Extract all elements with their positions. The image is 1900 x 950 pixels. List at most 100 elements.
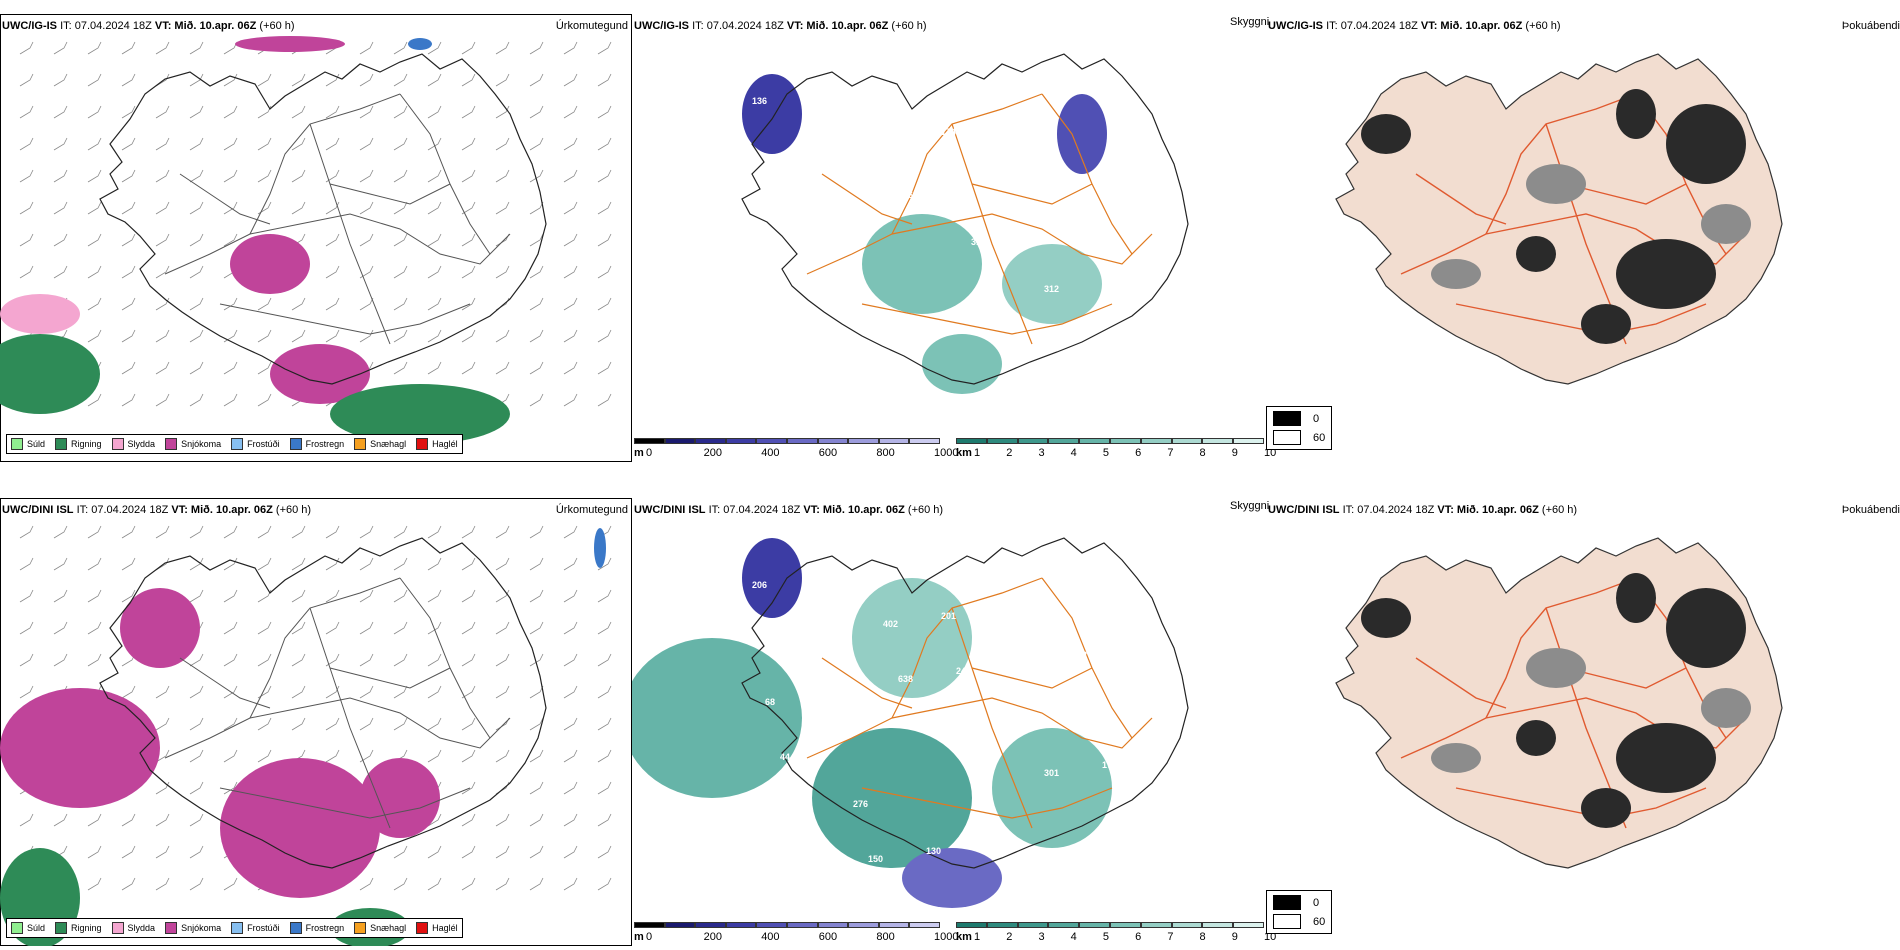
wind-barb [189,361,204,375]
fog-field [1361,89,1751,344]
wind-barb [53,589,68,603]
colorbar-segment [695,438,726,444]
iceland-outline-group [99,537,547,869]
fog-legend-swatch [1273,895,1301,910]
wind-barb [461,361,476,375]
wind-barb [87,105,102,119]
road-line [179,173,271,225]
colorbar-tick-label: 10 [1264,447,1277,459]
wind-barb [393,685,408,699]
wind-barb [427,877,442,891]
wind-barb [359,201,374,215]
wind-barb [563,201,578,215]
visibility-value-label: 130 [926,846,941,856]
visibility-value-label: 176 [898,190,913,200]
colorbar-tick-label: 400 [761,447,780,459]
wind-barb [461,233,476,247]
colorbar-unit: m [634,931,644,943]
valid-time: VT: Mið. 10.apr. 06Z [803,504,908,516]
wind-barb [121,297,136,311]
wind-barb [155,393,170,407]
colorbar-segment [1048,922,1080,928]
colorbar-tick-label: 4 [1070,931,1077,943]
wind-barb [393,717,408,731]
rain-area [330,384,510,444]
valid-time: VT: Mið. 10.apr. 06Z [1437,504,1542,516]
colorbar-tick-label: 10 [1264,931,1277,943]
colorbar-segment [986,438,1018,444]
wind-barb [223,717,238,731]
wind-barb [121,169,136,183]
wind-barb [257,653,272,667]
wind-barb [359,233,374,247]
fog-indicator-dark-area [1666,104,1746,184]
wind-barb [461,813,476,827]
wind-barb [53,525,68,539]
wind-barb [189,589,204,603]
wind-barb [53,621,68,635]
wind-barb [19,73,34,87]
valid-time: VT: Mið. 10.apr. 06Z [154,20,260,32]
road-line [951,607,1033,829]
wind-barb [495,781,510,795]
wind-barb [223,749,238,763]
fog-indicator-map [1335,537,1783,869]
wind-barb [87,525,102,539]
precip-legend-item: Slydda [111,922,155,934]
wind-barb [393,653,408,667]
wind-barb [291,557,306,571]
road-line [179,657,271,709]
wind-barb [563,297,578,311]
wind-barb [155,265,170,279]
wind-barb [427,297,442,311]
wind-barb [563,233,578,247]
wind-barb [427,265,442,279]
wind-barb [325,717,340,731]
wind-barb [563,813,578,827]
wind-barb [427,201,442,215]
wind-barb [291,685,306,699]
snow-area [270,344,370,404]
colorbar-segment [817,438,849,444]
wind-barb [87,73,102,87]
wind-barb [495,557,510,571]
wind-barb [87,265,102,279]
wind-barb [257,361,272,375]
legend-swatch [111,438,124,450]
wind-barb [257,73,272,87]
wind-barb [597,169,612,183]
wind-barb [495,749,510,763]
wind-barb [495,813,510,827]
wind-barb [563,845,578,859]
wind-barb [155,685,170,699]
wind-barb [461,137,476,151]
wind-barb [359,137,374,151]
wind-barb [53,653,68,667]
wind-barb [223,525,238,539]
wind-barb [563,265,578,279]
wind-barb [563,73,578,87]
visibility-value-label: 613 [1102,276,1117,286]
legend-swatch [11,438,23,450]
wind-barb [189,137,204,151]
wind-barb [597,813,612,827]
snow-area [0,688,160,808]
wind-barb [563,169,578,183]
wind-barb [325,137,340,151]
wind-barb [461,717,476,731]
fog-legend-item: 60 [1273,914,1325,929]
model-label: UWC/IG-IS [1268,20,1323,32]
low-visibility-area [1002,244,1102,324]
precip-type-legend: Súld Rigning Slydda Snjókoma Frostúði Frostre… [6,434,463,454]
wind-barb [53,169,68,183]
fog-area [742,538,802,618]
wind-barb [597,265,612,279]
fog-indicator-dark-area [1516,720,1556,756]
visibility-value-label: 68 [765,697,775,707]
wind-barb [495,137,510,151]
low-visibility-area [992,728,1112,848]
wind-barb [359,749,374,763]
wind-barb [529,137,544,151]
precip-type-legend: Súld Rigning Slydda Snjókoma Frostúði Frostre… [6,918,463,938]
wind-barb [495,41,510,55]
